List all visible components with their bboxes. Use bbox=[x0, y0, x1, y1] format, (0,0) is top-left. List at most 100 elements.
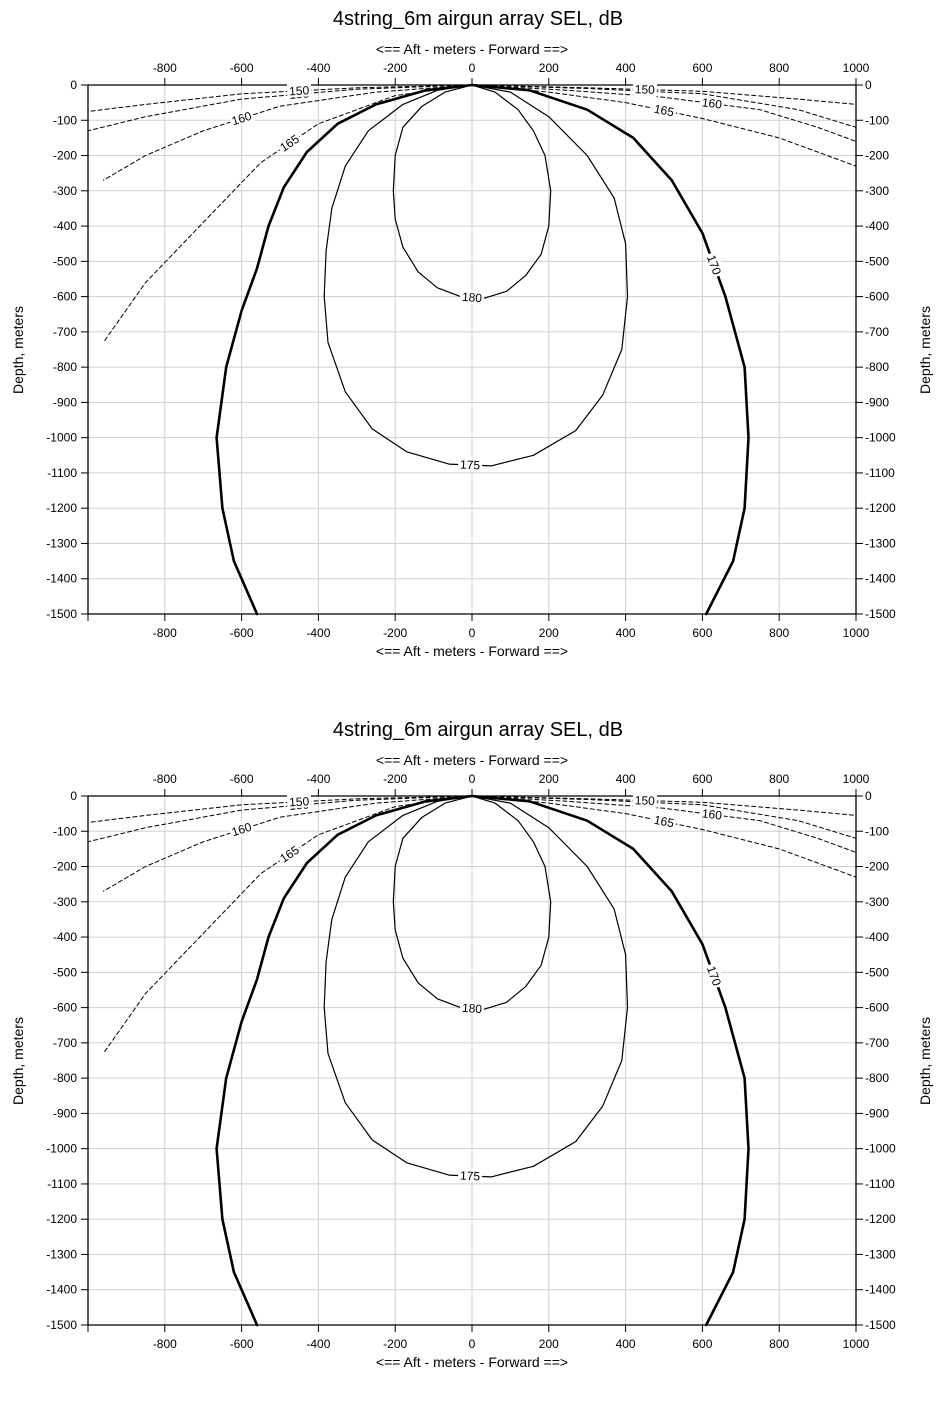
contour-label-background bbox=[651, 100, 678, 119]
x-tick-label-top: 1000 bbox=[843, 772, 870, 786]
y-tick-label-left: -1200 bbox=[46, 1212, 77, 1226]
x-tick-label-bottom: -200 bbox=[383, 626, 407, 640]
contour-line-175 bbox=[323, 795, 629, 1178]
y-tick-label-right: -1300 bbox=[865, 1247, 896, 1261]
y-tick-label-left: -1300 bbox=[46, 536, 77, 550]
y-tick-label-right: -100 bbox=[865, 824, 889, 838]
y-tick-label-left: -1100 bbox=[47, 1177, 77, 1191]
y-tick-label-left: -1200 bbox=[46, 501, 77, 515]
y-tick-label-left: -600 bbox=[53, 290, 77, 304]
contour-label: 150 bbox=[635, 793, 656, 808]
contour-line-165 bbox=[471, 84, 857, 167]
y-tick-label-right: -800 bbox=[865, 360, 889, 374]
x-tick-label-top: 0 bbox=[469, 61, 476, 75]
y-tick-label-left: -500 bbox=[53, 254, 77, 268]
y-tick-label-right: -1400 bbox=[865, 1283, 896, 1297]
y-tick-label-right: -200 bbox=[865, 860, 889, 874]
contour-label-background bbox=[459, 999, 485, 1016]
y-tick-label-right: -900 bbox=[865, 395, 889, 409]
contour-label-background bbox=[457, 456, 483, 472]
y-tick-label-left: 0 bbox=[70, 78, 77, 92]
x-tick-label-top: 800 bbox=[769, 772, 789, 786]
y-tick-label-right: 0 bbox=[865, 78, 872, 92]
contour-label-background bbox=[699, 94, 725, 111]
y-tick-label-left: -1000 bbox=[46, 431, 77, 445]
contour-line-165 bbox=[471, 795, 857, 878]
y-tick-label-left: -300 bbox=[53, 184, 77, 198]
y-tick-label-left: -800 bbox=[53, 360, 77, 374]
y-tick-label-right: -500 bbox=[865, 965, 889, 979]
y-tick-label-left: -100 bbox=[53, 824, 77, 838]
contour-line-155 bbox=[87, 795, 473, 843]
y-tick-label-left: -1500 bbox=[46, 1318, 77, 1332]
contour-label: 160 bbox=[230, 109, 254, 129]
y-tick-label-right: -400 bbox=[865, 930, 889, 944]
y-tick-label-left: -1100 bbox=[47, 466, 77, 480]
contour-line-165 bbox=[102, 84, 473, 343]
contour-label-background bbox=[275, 129, 303, 155]
y-tick-label-right: 0 bbox=[865, 789, 872, 803]
contour-label: 165 bbox=[653, 813, 676, 831]
x-tick-label-bottom: -600 bbox=[230, 1337, 254, 1351]
contour-label: 175 bbox=[460, 1169, 481, 1184]
x-tick-label-bottom: 800 bbox=[769, 626, 789, 640]
y-tick-label-left: -1400 bbox=[46, 1283, 77, 1297]
y-axis-label-right: Depth, meters bbox=[917, 306, 933, 394]
y-tick-label-right: -900 bbox=[865, 1106, 889, 1120]
x-tick-label-bottom: 1000 bbox=[843, 1337, 870, 1351]
x-tick-label-bottom: -400 bbox=[306, 1337, 330, 1351]
x-tick-label-bottom: 400 bbox=[616, 626, 636, 640]
contour-label-background bbox=[457, 1167, 483, 1183]
contour-label-background bbox=[632, 81, 658, 96]
contour-label-background bbox=[704, 961, 726, 990]
y-tick-label-left: -600 bbox=[53, 1001, 77, 1015]
y-tick-label-left: -100 bbox=[53, 113, 77, 127]
y-tick-label-left: -200 bbox=[53, 149, 77, 163]
contour-label-background bbox=[699, 805, 725, 822]
x-tick-label-bottom: 0 bbox=[469, 626, 476, 640]
y-tick-label-right: -1100 bbox=[865, 1177, 895, 1191]
contour-label: 180 bbox=[461, 1001, 482, 1017]
y-tick-label-left: -400 bbox=[53, 219, 77, 233]
contour-line-150 bbox=[87, 795, 473, 823]
contour-label-background bbox=[651, 811, 678, 830]
contour-label: 170 bbox=[704, 253, 724, 277]
y-tick-label-right: -700 bbox=[865, 1036, 889, 1050]
y-tick-label-right: -800 bbox=[865, 1071, 889, 1085]
contour-label-background bbox=[286, 82, 312, 98]
x-tick-label-top: 1000 bbox=[843, 61, 870, 75]
contour-line-170 bbox=[215, 83, 474, 616]
x-tick-label-bottom: -200 bbox=[383, 1337, 407, 1351]
x-tick-label-top: -200 bbox=[383, 61, 407, 75]
y-tick-label-right: -600 bbox=[865, 290, 889, 304]
contour-label-background bbox=[227, 818, 255, 839]
x-tick-label-bottom: 200 bbox=[539, 1337, 559, 1351]
y-tick-label-right: -1100 bbox=[865, 466, 895, 480]
x-axis-label-bottom: <== Aft - meters - Forward ==> bbox=[376, 1354, 568, 1370]
x-axis-label-top: <== Aft - meters - Forward ==> bbox=[376, 752, 568, 768]
x-tick-label-top: 400 bbox=[616, 61, 636, 75]
y-tick-label-right: -600 bbox=[865, 1001, 889, 1015]
y-tick-label-right: -700 bbox=[865, 325, 889, 339]
y-axis-label-right: Depth, meters bbox=[917, 1017, 933, 1105]
contour-label: 175 bbox=[460, 458, 481, 473]
x-tick-label-top: -400 bbox=[306, 772, 330, 786]
contour-label-background bbox=[286, 793, 312, 809]
x-tick-label-top: 600 bbox=[692, 61, 712, 75]
contours: 180175170165165160160155155150150 bbox=[87, 792, 857, 1327]
x-tick-label-bottom: -800 bbox=[153, 626, 177, 640]
y-tick-label-left: -1300 bbox=[46, 1247, 77, 1261]
contour-label: 150 bbox=[289, 83, 310, 98]
y-tick-label-right: -1000 bbox=[865, 431, 896, 445]
contour-line-150 bbox=[471, 84, 857, 105]
x-tick-label-bottom: 200 bbox=[539, 626, 559, 640]
x-tick-label-bottom: 800 bbox=[769, 1337, 789, 1351]
y-tick-label-left: -400 bbox=[53, 930, 77, 944]
y-axis-label-left: Depth, meters bbox=[10, 306, 26, 394]
y-tick-label-left: -700 bbox=[53, 325, 77, 339]
y-tick-label-right: -400 bbox=[865, 219, 889, 233]
y-tick-label-left: -1500 bbox=[46, 607, 77, 621]
contour-label: 150 bbox=[289, 794, 310, 809]
x-tick-label-bottom: -400 bbox=[306, 626, 330, 640]
